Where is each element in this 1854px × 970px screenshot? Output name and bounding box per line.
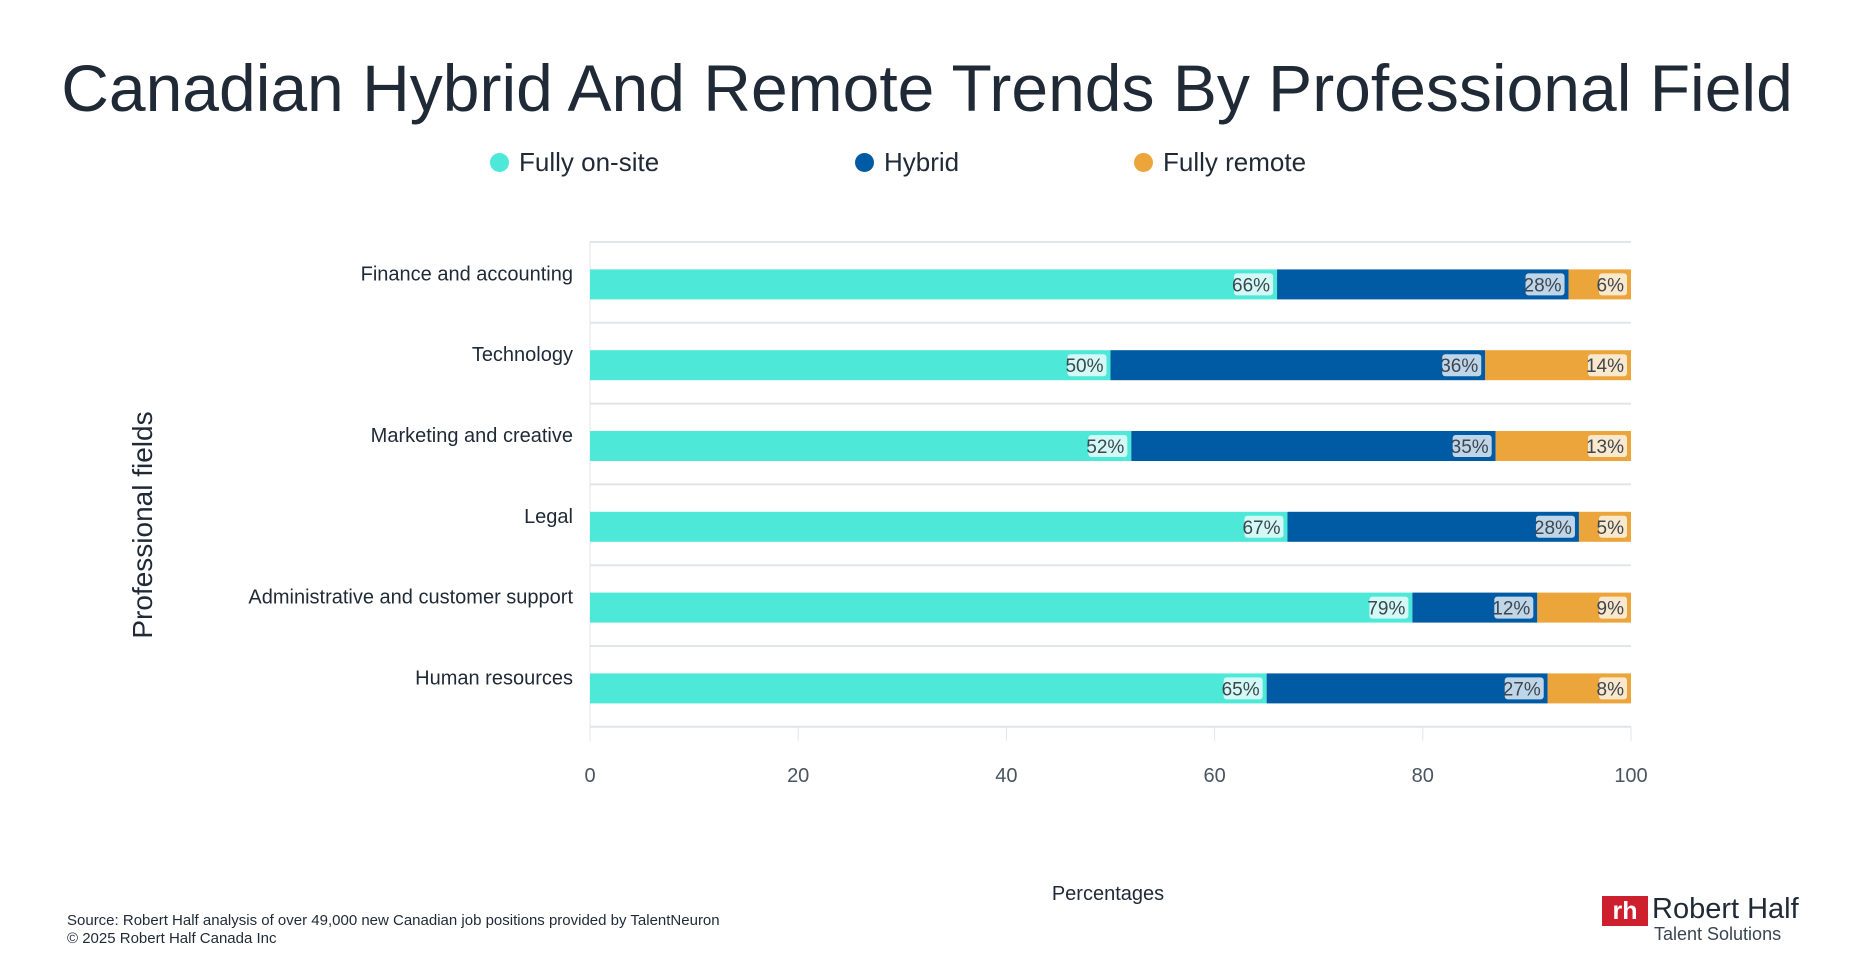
bar-segment-fully-on-site xyxy=(590,511,1288,542)
data-label-background xyxy=(1599,515,1627,538)
bar-segment-hybrid xyxy=(1266,673,1548,704)
data-label: 6% xyxy=(1597,275,1625,296)
data-label: 5% xyxy=(1597,518,1625,539)
data-label-background xyxy=(1223,677,1263,700)
legend-dot-icon xyxy=(1134,153,1153,172)
legend-item-fully-remote: Fully remote xyxy=(1134,147,1306,178)
data-label-background xyxy=(1244,515,1284,538)
data-label: 12% xyxy=(1492,599,1530,620)
data-label-background xyxy=(1067,354,1107,377)
x-tick-label: 80 xyxy=(1412,765,1434,787)
copyright-text: © 2025 Robert Half Canada Inc xyxy=(67,930,277,947)
x-tick-label: 0 xyxy=(584,765,595,787)
x-tick-label: 20 xyxy=(787,765,809,787)
source-note: Source: Robert Half analysis of over 49,… xyxy=(67,912,720,948)
category-label: Marketing and creative xyxy=(371,425,573,447)
category-label: Finance and accounting xyxy=(361,263,573,285)
y-axis-title: Professional fields xyxy=(127,411,158,638)
data-label-background xyxy=(1599,677,1627,700)
data-label-background xyxy=(1234,273,1274,296)
bar-segment-hybrid xyxy=(1131,431,1496,461)
category-label: Technology xyxy=(472,344,573,366)
x-tick-label: 60 xyxy=(1203,765,1225,787)
logo-subtitle: Talent Solutions xyxy=(1654,924,1782,944)
data-label: 50% xyxy=(1065,356,1103,377)
data-label-background xyxy=(1599,273,1627,296)
legend-item-hybrid: Hybrid xyxy=(855,147,959,178)
category-label: Legal xyxy=(524,506,573,528)
bar-segment-fully-on-site xyxy=(590,592,1413,623)
data-label: 67% xyxy=(1242,518,1280,539)
data-label: 13% xyxy=(1586,437,1624,458)
data-label: 14% xyxy=(1586,356,1624,377)
data-label: 9% xyxy=(1597,599,1625,620)
data-label: 66% xyxy=(1232,275,1270,296)
legend-label: Fully remote xyxy=(1163,147,1307,177)
x-tick-label: 100 xyxy=(1614,765,1647,787)
bar-segment-hybrid xyxy=(1110,350,1486,381)
data-label-background xyxy=(1588,354,1627,377)
bar-segment-hybrid xyxy=(1287,511,1579,542)
legend-label: Hybrid xyxy=(884,147,960,177)
legend-label: Fully on-site xyxy=(519,147,660,177)
data-label: 28% xyxy=(1524,275,1562,296)
data-label: 35% xyxy=(1451,437,1489,458)
data-label-background xyxy=(1504,677,1544,700)
data-label: 79% xyxy=(1367,599,1405,620)
data-label: 8% xyxy=(1597,679,1625,700)
data-label-background xyxy=(1369,596,1409,619)
x-axis-title: Percentages xyxy=(1052,883,1164,905)
legend-dot-icon xyxy=(855,153,874,172)
data-label-background xyxy=(1599,596,1627,619)
logo-name: Robert Half xyxy=(1652,893,1799,925)
data-label: 36% xyxy=(1440,356,1478,377)
bar-segment-fully-on-site xyxy=(590,350,1111,381)
data-label-background xyxy=(1535,515,1575,538)
bar-segment-fully-on-site xyxy=(590,431,1132,461)
data-label: 28% xyxy=(1534,518,1572,539)
category-label: Administrative and customer support xyxy=(248,587,573,609)
legend-item-fully-on-site: Fully on-site xyxy=(490,147,659,178)
category-label: Human resources xyxy=(415,667,573,689)
legend-dot-icon xyxy=(490,153,509,172)
data-label: 65% xyxy=(1222,679,1260,700)
data-label-background xyxy=(1525,273,1565,296)
data-label: 27% xyxy=(1503,679,1541,700)
data-label-background xyxy=(1494,596,1534,619)
data-label-background xyxy=(1442,354,1482,377)
data-label-background xyxy=(1588,435,1627,457)
bar-segment-fully-on-site xyxy=(590,269,1278,300)
x-tick-label: 40 xyxy=(995,765,1017,787)
data-label-background xyxy=(1452,435,1492,457)
chart-title: Canadian Hybrid And Remote Trends By Pro… xyxy=(61,51,1793,125)
source-text: Source: Robert Half analysis of over 49,… xyxy=(67,912,720,929)
bar-segment-fully-on-site xyxy=(590,673,1267,704)
bar-segment-hybrid xyxy=(1277,269,1569,300)
data-label-background xyxy=(1088,435,1128,457)
data-label: 52% xyxy=(1086,437,1124,458)
robert-half-logo: rh Robert Half Talent Solutions xyxy=(1602,893,1799,943)
logo-mark: rh xyxy=(1602,896,1648,926)
